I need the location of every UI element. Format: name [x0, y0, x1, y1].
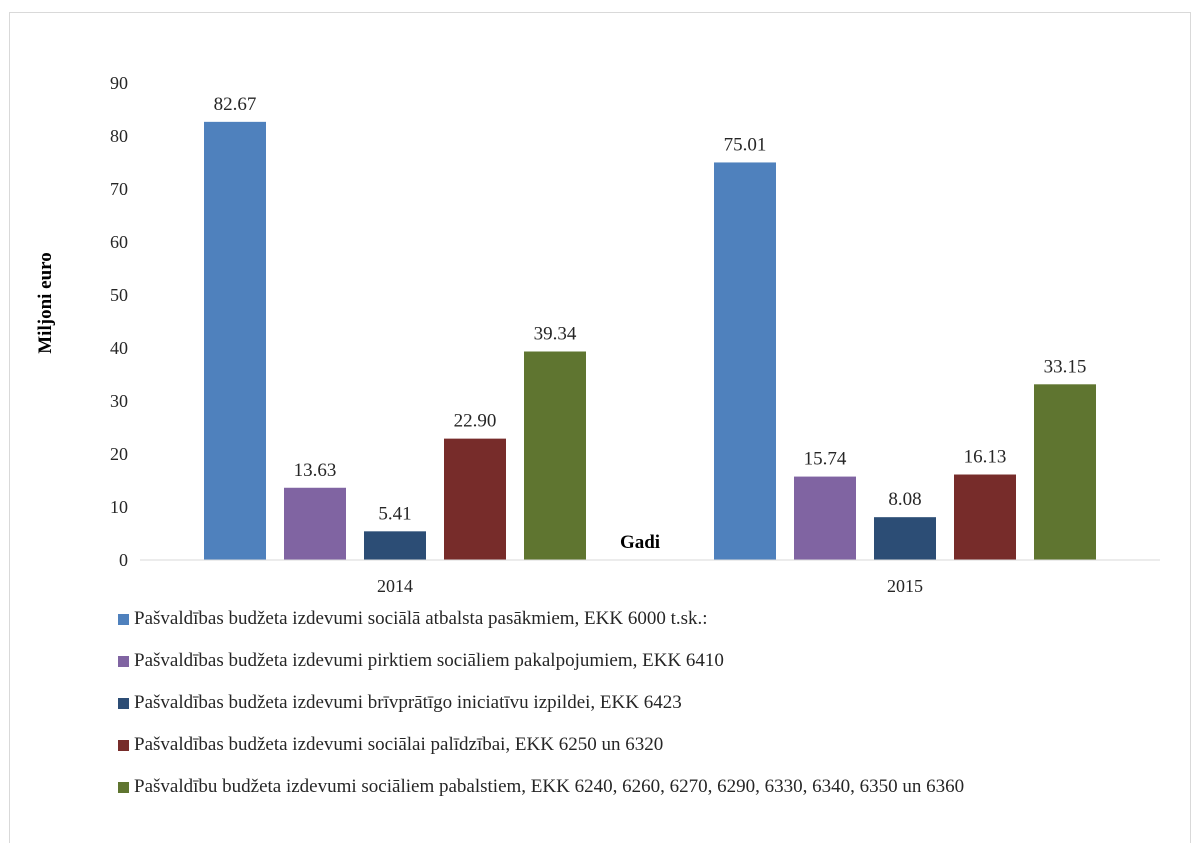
y-tick-label: 80 [110, 126, 128, 146]
data-label: 39.34 [534, 323, 577, 344]
bar-series [204, 121, 1096, 560]
bar [524, 351, 586, 560]
data-label: 82.67 [214, 94, 257, 115]
legend-swatch [118, 781, 129, 793]
data-label: 22.90 [454, 411, 497, 432]
legend-swatch [118, 697, 129, 709]
bar [874, 517, 936, 560]
bar [714, 162, 776, 560]
legend-item: Pašvaldības budžeta izdevumi brīvprātīgo… [118, 691, 682, 715]
data-label: 16.13 [964, 447, 1007, 468]
bar [794, 476, 856, 560]
y-tick-label: 90 [110, 73, 128, 93]
data-label: 75.01 [724, 134, 767, 155]
y-tick-label: 40 [110, 338, 128, 358]
data-label: 5.41 [378, 503, 411, 524]
legend-label: Pašvaldības budžeta izdevumi sociālā atb… [134, 608, 708, 629]
bar [204, 121, 266, 560]
bar [444, 438, 506, 560]
legend-label: Pašvaldības budžeta izdevumi pirktiem so… [134, 650, 724, 671]
legend-item: Pašvaldības budžeta izdevumi sociālā atb… [118, 607, 708, 631]
data-label: 8.08 [888, 489, 921, 510]
y-tick-label: 30 [110, 391, 128, 411]
data-labels: 82.67 13.63 5.41 22.90 39.34 75.01 15.74 8.08 16… [214, 94, 1087, 524]
legend-swatch [118, 739, 129, 751]
x-tick-label: 2015 [887, 576, 923, 596]
data-label: 33.15 [1044, 356, 1087, 377]
bar [1034, 384, 1096, 560]
y-axis-label: Miljoni euro [35, 252, 56, 354]
legend-label: Pašvaldības budžeta izdevumi brīvprātīgo… [134, 692, 682, 713]
legend-swatch [118, 655, 129, 667]
y-tick-label: 20 [110, 444, 128, 464]
x-axis-ticks: 2014 2015 [377, 576, 923, 596]
y-tick-label: 70 [110, 179, 128, 199]
data-label: 13.63 [294, 460, 337, 481]
legend-item: Pašvaldību budžeta izdevumi sociāliem pa… [118, 775, 964, 799]
legend-label: Pašvaldības budžeta izdevumi sociālai pa… [134, 734, 664, 755]
legend-swatch [118, 613, 129, 625]
bar [284, 487, 346, 560]
bar [364, 531, 426, 560]
legend-item: Pašvaldības budžeta izdevumi sociālai pa… [118, 733, 663, 757]
y-tick-label: 50 [110, 285, 128, 305]
x-tick-label: 2014 [377, 576, 413, 596]
y-axis-ticks: 0 10 20 30 40 50 60 70 80 90 [110, 73, 128, 570]
legend-item: Pašvaldības budžeta izdevumi pirktiem so… [118, 649, 724, 673]
y-tick-label: 60 [110, 232, 128, 252]
bar [954, 474, 1016, 560]
data-label: 15.74 [804, 449, 847, 470]
y-tick-label: 10 [110, 497, 128, 517]
legend-label: Pašvaldību budžeta izdevumi sociāliem pa… [134, 776, 965, 797]
x-axis-label: Gadi [620, 532, 660, 553]
y-tick-label: 0 [119, 550, 128, 570]
